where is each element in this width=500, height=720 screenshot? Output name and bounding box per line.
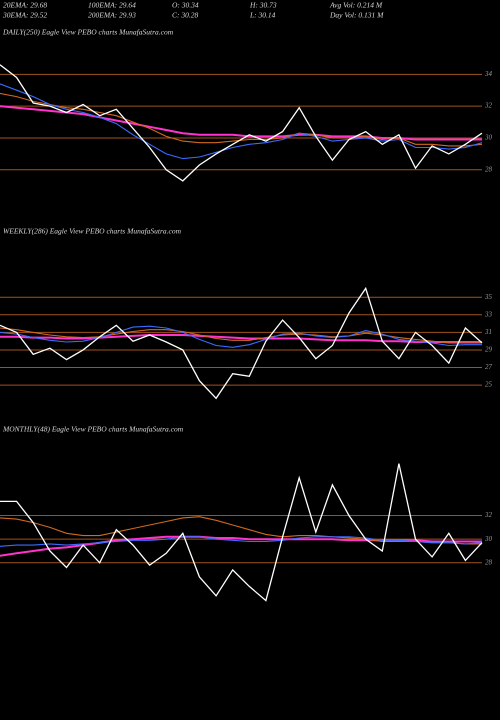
header-field: 200EMA: 29.93 — [88, 11, 136, 20]
header-field: L: 30.14 — [249, 11, 276, 20]
header-field: 30EMA: 29.52 — [2, 11, 47, 20]
y-tick-label: 30 — [484, 535, 493, 543]
price-line — [0, 286, 483, 400]
price-line — [0, 64, 483, 182]
y-tick-label: 35 — [484, 293, 493, 301]
header-field: C: 30.28 — [172, 11, 199, 20]
y-tick-label: 28 — [485, 558, 493, 566]
panel-title: WEEKLY(286) Eagle View PEBO charts Munaf… — [3, 227, 182, 236]
header-field: O: 30.34 — [172, 1, 199, 10]
y-tick-label: 29 — [485, 346, 493, 354]
header-field: Day Vol: 0.131 M — [329, 11, 384, 20]
y-tick-label: 34 — [484, 70, 493, 78]
price-line — [0, 105, 482, 141]
y-tick-label: 25 — [485, 381, 493, 389]
header-field: 100EMA: 29.64 — [88, 1, 136, 10]
price-line — [0, 327, 482, 344]
header-field: H: 30.73 — [249, 1, 277, 10]
header-field: 20EMA: 29.68 — [3, 1, 47, 10]
price-line — [0, 334, 482, 343]
y-tick-label: 32 — [484, 511, 493, 519]
panel-title: DAILY(250) Eagle View PEBO charts Munafa… — [2, 28, 174, 37]
y-tick-label: 32 — [484, 102, 493, 110]
y-tick-label: 31 — [484, 328, 492, 336]
header-field: Avg Vol: 0.214 M — [329, 1, 383, 10]
y-tick-label: 28 — [485, 165, 493, 173]
price-line — [0, 536, 483, 547]
price-line — [0, 325, 482, 348]
y-tick-label: 27 — [485, 363, 493, 371]
panel-title: MONTHLY(48) Eagle View PEBO charts Munaf… — [2, 425, 184, 434]
price-line — [0, 463, 483, 602]
y-tick-label: 30 — [484, 134, 493, 142]
y-tick-label: 33 — [484, 310, 493, 318]
price-line — [0, 516, 482, 545]
price-line — [0, 83, 483, 160]
